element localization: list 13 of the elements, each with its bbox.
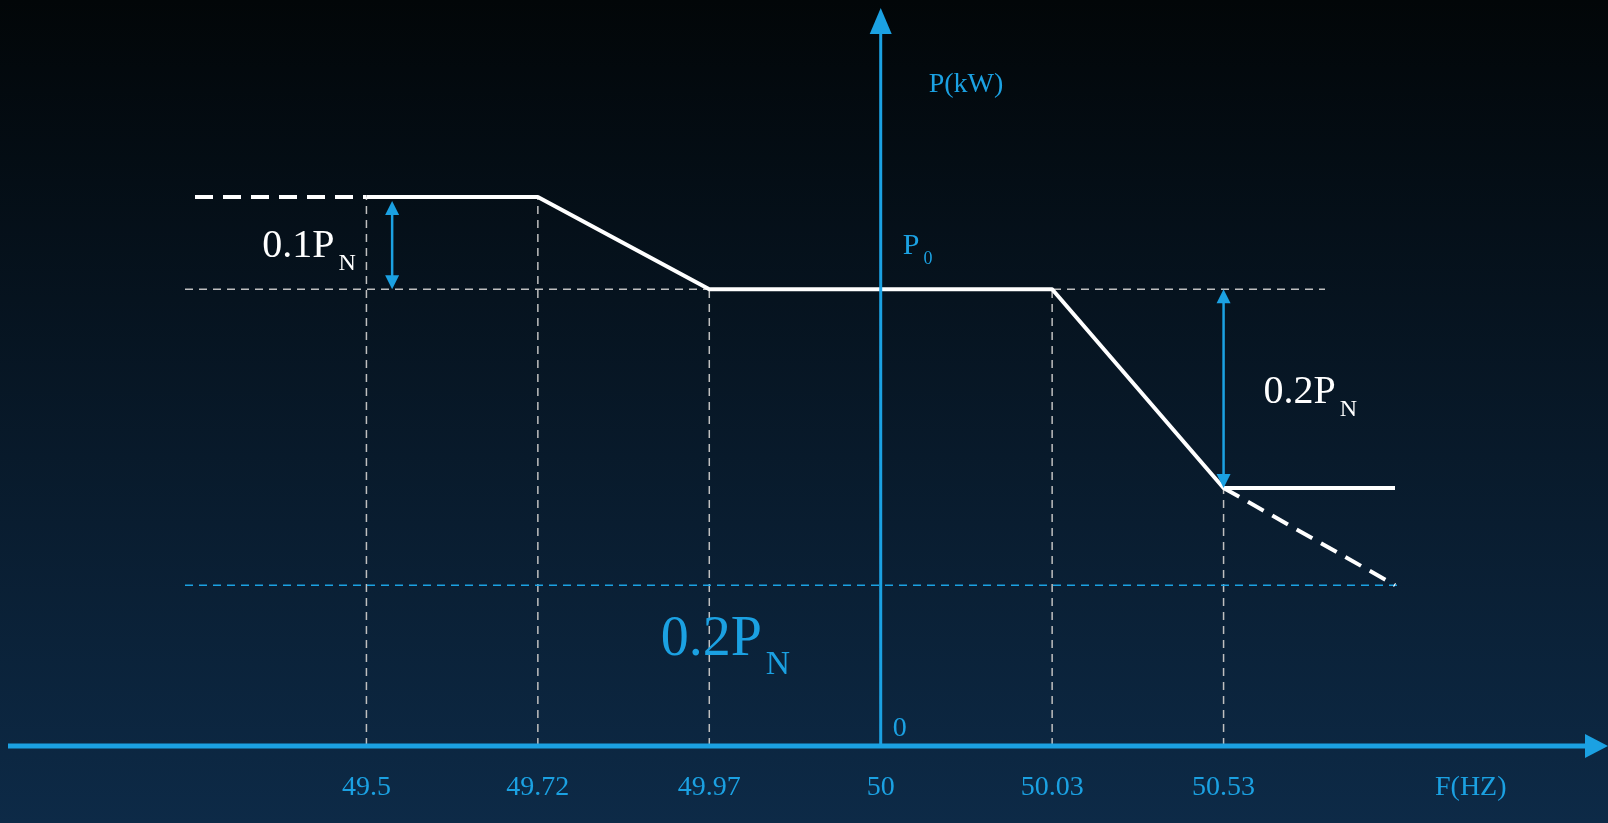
x-tick-label: 49.72 bbox=[506, 770, 570, 801]
x-tick-label: 50.03 bbox=[1020, 770, 1084, 801]
annotation: 0 bbox=[892, 711, 907, 742]
x-tick-label: 50.53 bbox=[1192, 770, 1256, 801]
x-tick-label: 50 bbox=[866, 770, 895, 801]
x-tick-label: 49.5 bbox=[341, 770, 391, 801]
annotation: 0.2P$_{N}$ bbox=[660, 605, 791, 681]
x-axis-title: F(HZ) bbox=[1435, 770, 1507, 801]
x-tick-label: 49.97 bbox=[677, 770, 741, 801]
y-axis-title: P(kW) bbox=[928, 67, 1004, 98]
annotation: P$_{0}$ bbox=[902, 227, 933, 269]
annotation: 0.2P$_{N}$ bbox=[1263, 366, 1358, 421]
annotation: 0.1P$_{N}$ bbox=[262, 221, 356, 276]
